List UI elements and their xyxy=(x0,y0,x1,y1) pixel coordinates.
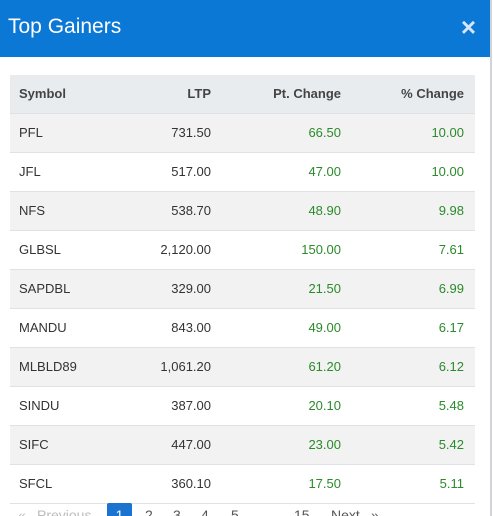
column-header[interactable]: Pt. Change xyxy=(273,86,341,101)
table-cell: 1,061.20 xyxy=(160,359,211,374)
modal-title: Top Gainers xyxy=(8,15,122,38)
table-cell: 5.11 xyxy=(439,476,464,491)
table-cell: PFL xyxy=(19,125,43,140)
table-cell: 731.50 xyxy=(171,125,211,140)
table-cell: 61.20 xyxy=(308,359,341,374)
table-cell: 2,120.00 xyxy=(160,242,211,257)
table-cell: SIFC xyxy=(19,437,49,452)
table-cell: 10.00 xyxy=(431,125,464,140)
table-row: PFL 731.50 66.50 10.00 xyxy=(10,114,475,153)
table-cell: 329.00 xyxy=(171,281,211,296)
table-cell: SINDU xyxy=(19,398,60,413)
table-cell: 10.00 xyxy=(431,164,464,179)
page-link[interactable]: » xyxy=(371,507,379,516)
table-cell: 517.00 xyxy=(171,164,211,179)
table-row: NFS 538.70 48.90 9.98 xyxy=(10,192,475,231)
page-link[interactable]: 2 xyxy=(145,507,153,516)
page-link[interactable]: 15 xyxy=(294,507,310,516)
table-cell: 49.00 xyxy=(308,320,341,335)
page-link[interactable]: 3 xyxy=(173,507,181,516)
page-link[interactable]: Next xyxy=(331,507,360,516)
table-cell: 6.17 xyxy=(438,320,464,335)
table-cell: 7.61 xyxy=(438,242,464,257)
table-cell: 9.98 xyxy=(438,203,464,218)
table-cell: NFS xyxy=(19,203,45,218)
table-cell: 20.10 xyxy=(308,398,341,413)
table-cell: 538.70 xyxy=(171,203,211,218)
table-cell: 6.12 xyxy=(438,359,464,374)
table-cell: 23.00 xyxy=(308,437,341,452)
page-link[interactable]: 4 xyxy=(201,507,209,516)
page-link[interactable]: « xyxy=(18,507,26,516)
table-cell: MLBLD89 xyxy=(19,359,77,374)
column-header[interactable]: % Change xyxy=(401,86,464,101)
table-cell: 150.00 xyxy=(301,242,341,257)
table-row: SAPDBL 329.00 21.50 6.99 xyxy=(10,270,475,309)
table-row: MANDU 843.00 49.00 6.17 xyxy=(10,309,475,348)
table-cell: SAPDBL xyxy=(19,281,71,296)
table-row: JFL 517.00 47.00 10.00 xyxy=(10,153,475,192)
table-cell: 5.48 xyxy=(438,398,464,413)
table-cell: 47.00 xyxy=(308,164,341,179)
table-cell: 48.90 xyxy=(308,203,341,218)
page-link[interactable]: 5 xyxy=(231,507,239,516)
table-row: SINDU 387.00 20.10 5.48 xyxy=(10,387,475,426)
modal-header: Top Gainers × xyxy=(0,0,490,57)
close-button[interactable]: × xyxy=(460,12,476,42)
table-cell: 17.50 xyxy=(308,476,341,491)
page-link[interactable]: Previous xyxy=(37,507,92,516)
table-cell: MANDU xyxy=(19,320,67,335)
table-cell: 21.50 xyxy=(308,281,341,296)
table-cell: 387.00 xyxy=(171,398,211,413)
table-row: SFCL 360.10 17.50 5.11 xyxy=(10,465,475,504)
table-cell: 6.99 xyxy=(438,281,464,296)
table-row: GLBSL 2,120.00 150.00 7.61 xyxy=(10,231,475,270)
table-row: MLBLD89 1,061.20 61.20 6.12 xyxy=(10,348,475,387)
table-cell: 66.50 xyxy=(308,125,341,140)
column-header[interactable]: LTP xyxy=(187,86,211,101)
pagination: « Previous 1 2 3 4 5 15 Next » xyxy=(0,503,490,516)
table-cell: 5.42 xyxy=(438,437,464,452)
table-row: SIFC 447.00 23.00 5.42 xyxy=(10,426,475,465)
table-cell: SFCL xyxy=(19,476,53,491)
table-cell: 447.00 xyxy=(171,437,211,452)
page-link[interactable]: 1 xyxy=(107,503,132,516)
column-header[interactable]: Symbol xyxy=(19,86,66,101)
table: Symbol LTP Pt. Change % Change PFL 731.50 66.5… xyxy=(10,75,475,504)
table-cell: 360.10 xyxy=(171,476,211,491)
header-row: Symbol LTP Pt. Change % Change xyxy=(10,75,475,114)
table-cell: JFL xyxy=(19,164,41,179)
table-cell: GLBSL xyxy=(19,242,61,257)
table-cell: 843.00 xyxy=(171,320,211,335)
